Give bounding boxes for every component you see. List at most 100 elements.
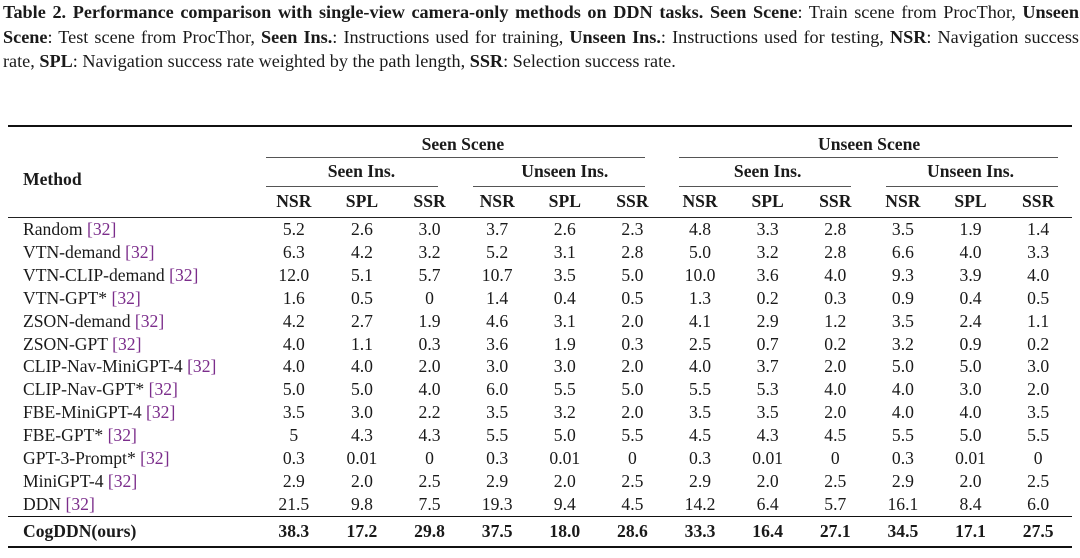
value-cell: 27.1 [801, 515, 870, 548]
group-header-unseen-scene: Unseen Scene [818, 133, 921, 154]
value-cell: 5.7 [418, 264, 441, 285]
value-cell: 2.0 [621, 402, 644, 423]
value-cell: 3.5 [282, 402, 305, 423]
citation-link[interactable]: [32] [87, 219, 117, 239]
value-cell: 5.2 [282, 219, 305, 239]
value-cell: 4.3 [418, 425, 441, 446]
value-cell: 3.9 [959, 264, 982, 285]
value-cell: 3.0 [350, 402, 373, 423]
value-cell: 2.9 [282, 470, 305, 491]
value-cell: 4.2 [350, 241, 373, 262]
value-cell: 0 [425, 448, 434, 469]
value-cell: 2.9 [689, 470, 712, 491]
table-row: CLIP-Nav-GPT* [32] 5.0 5.0 4.0 6.0 5.5 5.0 5.5 5… [8, 378, 1072, 401]
performance-table: Method Seen Scene Unseen Scene Seen Ins.… [8, 125, 1072, 548]
value-cell: 2.8 [824, 219, 847, 239]
method-name: FBE-GPT* [23, 425, 104, 446]
citation-link[interactable]: [32] [107, 470, 138, 491]
caption-desc: : Train scene from ProcThor, [797, 2, 1023, 22]
value-cell: 2.0 [756, 470, 779, 491]
citation-link[interactable]: [32] [111, 287, 141, 308]
value-cell: 2.0 [350, 470, 373, 491]
table-row: VTN-GPT* [32] 1.6 0.5 0 1.4 0.4 0.5 1.3 0.2 0.3 0.… [8, 287, 1072, 310]
method-name: MiniGPT-4 [23, 470, 104, 491]
method-name-cell: Random [32] [8, 218, 260, 241]
value-cell: 0.01 [346, 448, 378, 469]
citation-link[interactable]: [32] [107, 425, 137, 446]
method-name: CogDDN(ours) [8, 515, 260, 548]
value-cell: 0.5 [350, 287, 373, 308]
value-cell: 2.0 [621, 356, 644, 377]
metric-header: NSR [463, 186, 531, 218]
value-cell: 4.0 [1027, 264, 1050, 285]
value-cell: 3.0 [418, 219, 441, 239]
value-cell: 5.5 [486, 425, 509, 446]
table-row: VTN-CLIP-demand [32] 12.0 5.1 5.7 10.7 3.5 5.0… [8, 264, 1072, 287]
value-cell: 2.9 [756, 310, 779, 331]
value-cell: 0.01 [752, 448, 784, 469]
table-row: MiniGPT-4 [32] 2.9 2.0 2.5 2.9 2.0 2.5 2.9 2.0 2.… [8, 470, 1072, 493]
caption-term: NSR [889, 26, 927, 47]
value-cell: 1.1 [1027, 310, 1050, 331]
value-cell: 4.2 [282, 310, 305, 331]
value-cell: 5.0 [621, 264, 644, 285]
value-cell: 0.2 [1027, 333, 1050, 354]
value-cell: 5.5 [553, 379, 576, 400]
citation-link[interactable]: [32] [125, 241, 155, 262]
value-cell: 0.3 [486, 448, 509, 469]
value-cell: 3.5 [553, 264, 576, 285]
caption-desc: : Navigation success rate, [3, 26, 1079, 72]
value-cell: 4.0 [824, 264, 847, 285]
method-header: Method [8, 131, 260, 218]
value-cell: 5.5 [891, 425, 914, 446]
value-cell: 6.6 [891, 241, 914, 262]
value-cell: 0 [425, 287, 434, 308]
value-cell: 3.1 [553, 310, 576, 331]
value-cell: 2.9 [891, 470, 914, 491]
citation-link[interactable]: [32] [65, 493, 95, 514]
value-cell: 37.5 [463, 515, 531, 548]
method-name: VTN-GPT* [23, 287, 108, 308]
citation-link[interactable]: [32] [169, 264, 199, 285]
value-cell: 2.7 [350, 310, 373, 331]
value-cell: 4.5 [824, 425, 847, 446]
table-row: VTN-demand [32] 6.3 4.2 3.2 5.2 3.1 2.8 5.0 3.2 2… [8, 241, 1072, 264]
value-cell: 4.0 [350, 356, 373, 377]
value-cell: 7.5 [418, 493, 441, 514]
method-name: ZSON-demand [23, 310, 131, 331]
value-cell: 0 [830, 448, 840, 469]
value-cell: 3.6 [486, 333, 509, 354]
method-name-cell: VTN-demand [32] [8, 241, 260, 264]
caption-term: SPL [39, 51, 73, 71]
caption-term: SSR [469, 51, 504, 71]
citation-link[interactable]: [32] [112, 333, 142, 354]
citation-link[interactable]: [32] [140, 448, 170, 469]
method-name-cell: DDN [32] [8, 493, 260, 516]
value-cell: 3.0 [486, 356, 509, 377]
citation-link[interactable]: [32] [187, 356, 217, 377]
citation-link[interactable]: [32] [148, 379, 178, 400]
value-cell: 29.8 [395, 515, 464, 548]
citation-link[interactable]: [32] [134, 310, 165, 331]
citation-link[interactable]: [32] [146, 402, 176, 423]
value-cell: 2.8 [824, 241, 847, 262]
value-cell: 0.3 [621, 333, 644, 354]
method-name: Random [23, 219, 83, 239]
method-name-cell: GPT-3-Prompt* [32] [8, 447, 260, 470]
value-cell: 2.0 [1027, 379, 1050, 400]
metric-header: NSR [259, 186, 329, 218]
method-name-cell: VTN-GPT* [32] [8, 287, 260, 310]
value-cell: 4.1 [689, 310, 712, 331]
value-cell: 5.5 [1027, 425, 1050, 446]
table-row: Random [32] 5.2 2.6 3.0 3.7 2.6 2.3 4.8 3.3 2.8 3.… [8, 218, 1072, 241]
method-name: DDN [23, 493, 62, 514]
table-row: ZSON-GPT [32] 4.0 1.1 0.3 3.6 1.9 0.3 2.5 0.7 0.2… [8, 333, 1072, 356]
value-cell: 4.0 [689, 356, 712, 377]
method-name-cell: ZSON-demand [32] [8, 310, 260, 333]
value-cell: 5.0 [891, 356, 914, 377]
value-cell: 2.0 [824, 402, 847, 423]
value-cell: 9.3 [891, 264, 914, 285]
value-cell: 3.5 [891, 310, 914, 331]
subgroup-header: Seen Ins. [733, 161, 802, 181]
method-name-cell: VTN-CLIP-demand [32] [8, 264, 260, 287]
